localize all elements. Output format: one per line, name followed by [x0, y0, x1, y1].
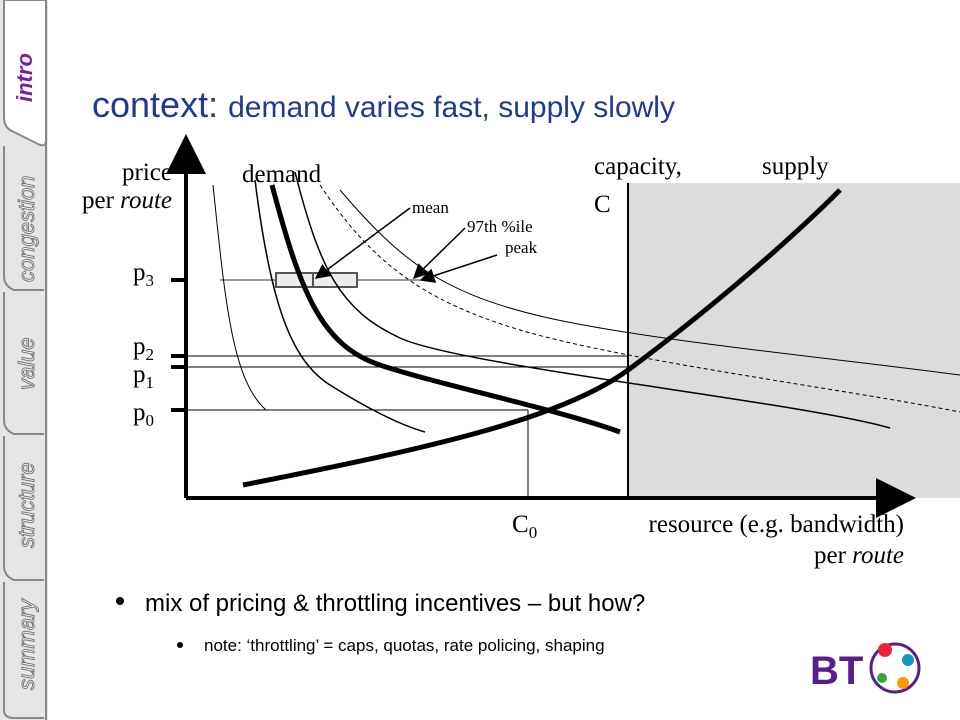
text-part: 3 — [146, 271, 155, 290]
curve-label: capacity, — [594, 153, 682, 180]
text-part: p — [133, 361, 146, 388]
y-axis-label: price — [122, 159, 172, 186]
y-axis-label: per route — [82, 187, 172, 214]
text-part: C — [512, 511, 529, 538]
tab[interactable]: value — [14, 337, 40, 391]
bullet: note: ‘throttling’ = caps, quotas, rate … — [204, 636, 605, 655]
sidebar: intro congestion value structure summary — [0, 0, 48, 720]
curve-label: peak — [505, 238, 538, 257]
capacity-point: C0 — [512, 511, 537, 542]
title: context: demand varies fast, supply slow… — [92, 84, 675, 125]
text-part: per — [82, 187, 115, 214]
curve-label: 97th %ile — [467, 217, 533, 236]
active-tab[interactable] — [3, 0, 47, 147]
price-level: p3 — [133, 259, 154, 290]
text-part: 0 — [146, 411, 155, 430]
curve-label: demand — [242, 161, 322, 188]
curve-label: supply — [762, 153, 829, 180]
bullet: mix of pricing & throttling incentives –… — [145, 590, 645, 617]
tab[interactable]: structure — [14, 462, 40, 549]
text-part: p — [133, 333, 146, 360]
tab[interactable]: intro — [12, 53, 37, 102]
bullet-dot — [116, 597, 124, 605]
price-level: p1 — [133, 361, 154, 392]
text-part: 2 — [146, 345, 155, 364]
text-part: route — [852, 542, 904, 569]
text-part: context: — [92, 84, 218, 125]
price-level: p2 — [133, 333, 154, 364]
price-level: p0 — [133, 399, 154, 430]
tab[interactable]: congestion — [14, 175, 40, 282]
bullet-dot — [177, 642, 183, 648]
text-part: p — [133, 259, 146, 286]
x-axis-label: per route — [814, 542, 904, 569]
text-part: per — [814, 542, 847, 569]
text-part: route — [120, 187, 172, 214]
text-part: BT — [810, 649, 863, 693]
text-part: p — [133, 399, 146, 426]
curve-label: mean — [412, 198, 449, 217]
text-part: demand varies fast, supply slowly — [228, 91, 675, 124]
tab[interactable]: summary — [14, 597, 40, 690]
text-part: 1 — [146, 373, 155, 392]
logo: BT — [810, 642, 921, 694]
text-part: 0 — [529, 523, 538, 542]
curve-label: C — [594, 191, 611, 218]
diagram — [166, 134, 960, 518]
x-axis-label: resource (e.g. bandwidth) — [649, 511, 904, 538]
